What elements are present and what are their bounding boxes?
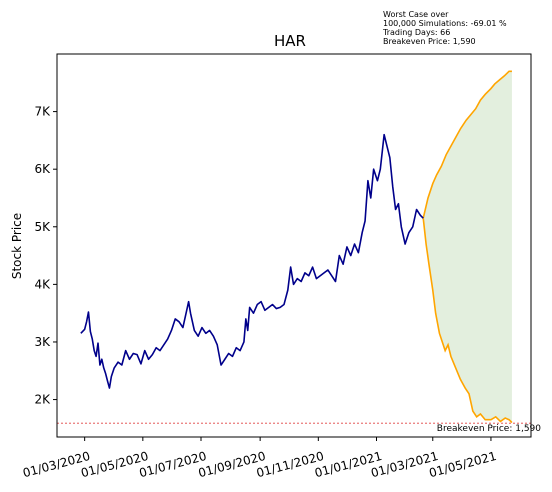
- simulation-upper-line: [422, 70, 512, 219]
- annotation-line-1: Worst Case over: [383, 10, 449, 19]
- annotation-line-2: 100,000 Simulations: -69.01 %: [383, 19, 507, 28]
- y-tick-label: 4K: [34, 277, 51, 291]
- y-tick-label: 5K: [34, 220, 51, 234]
- y-tick-label: 3K: [34, 335, 51, 349]
- chart-title: HAR: [274, 32, 306, 50]
- simulation-annotation: Worst Case over 100,000 Simulations: -69…: [383, 10, 507, 46]
- historical-price-line: [80, 133, 424, 389]
- y-tick-label: 6K: [34, 162, 51, 176]
- annotation-line-4: Breakeven Price: 1,590: [383, 37, 476, 46]
- x-axis-ticks: 01/03/202001/05/202001/07/202001/09/2020…: [21, 437, 498, 480]
- y-tick-label: 7K: [34, 105, 51, 119]
- simulation-band-layer: [423, 71, 512, 423]
- plot-frame: [56, 53, 532, 438]
- price-lines-layer: [80, 70, 513, 424]
- y-tick-label: 2K: [34, 393, 51, 407]
- x-tick-label: 01/05/2021: [428, 449, 498, 480]
- simulation-range-band: [423, 71, 512, 423]
- annotation-line-3: Trading Days: 66: [383, 28, 451, 37]
- breakeven-label: Breakeven Price: 1,590: [437, 424, 541, 434]
- y-axis-label: Stock Price: [10, 213, 24, 279]
- x-tick-label: 01/07/2020: [138, 449, 208, 480]
- simulation-lower-line: [422, 218, 513, 424]
- y-axis-ticks: 2K 3K 4K 5K 6K 7K: [34, 105, 57, 407]
